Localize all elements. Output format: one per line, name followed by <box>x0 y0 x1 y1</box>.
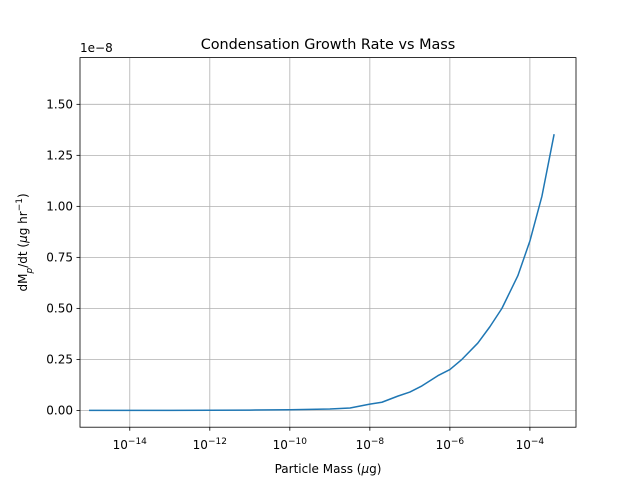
chart-title: Condensation Growth Rate vs Mass <box>201 37 456 53</box>
x-tick-label: 10−10 <box>273 437 308 452</box>
x-tick-label: 10−4 <box>516 437 545 452</box>
x-tick-label: 10−12 <box>193 437 227 452</box>
plot-frame <box>79 57 577 428</box>
y-tick-label: 1.50 <box>46 98 73 112</box>
y-tick-label: 0.00 <box>46 404 73 418</box>
x-tick-label: 10−6 <box>436 437 465 452</box>
y-tick-label: 1.00 <box>46 200 73 214</box>
x-tick-label: 10−8 <box>356 437 385 452</box>
y-offset-label: 1e−8 <box>80 41 113 55</box>
x-axis-label: Particle Mass (μg) <box>275 462 382 476</box>
y-axis: 0.00 0.25 0.50 0.75 1.00 1.25 1.50 <box>46 98 80 418</box>
y-tick-label: 0.25 <box>46 353 73 367</box>
y-tick-label: 0.75 <box>46 251 73 265</box>
series-line <box>89 134 555 412</box>
y-tick-label: 1.25 <box>46 149 73 163</box>
y-tick-label: 0.50 <box>46 302 73 316</box>
x-tick-label: 10−14 <box>113 437 148 452</box>
series-group <box>89 134 555 412</box>
x-axis: 10−14 10−12 10−10 10−8 10−6 10−4 <box>113 427 545 452</box>
